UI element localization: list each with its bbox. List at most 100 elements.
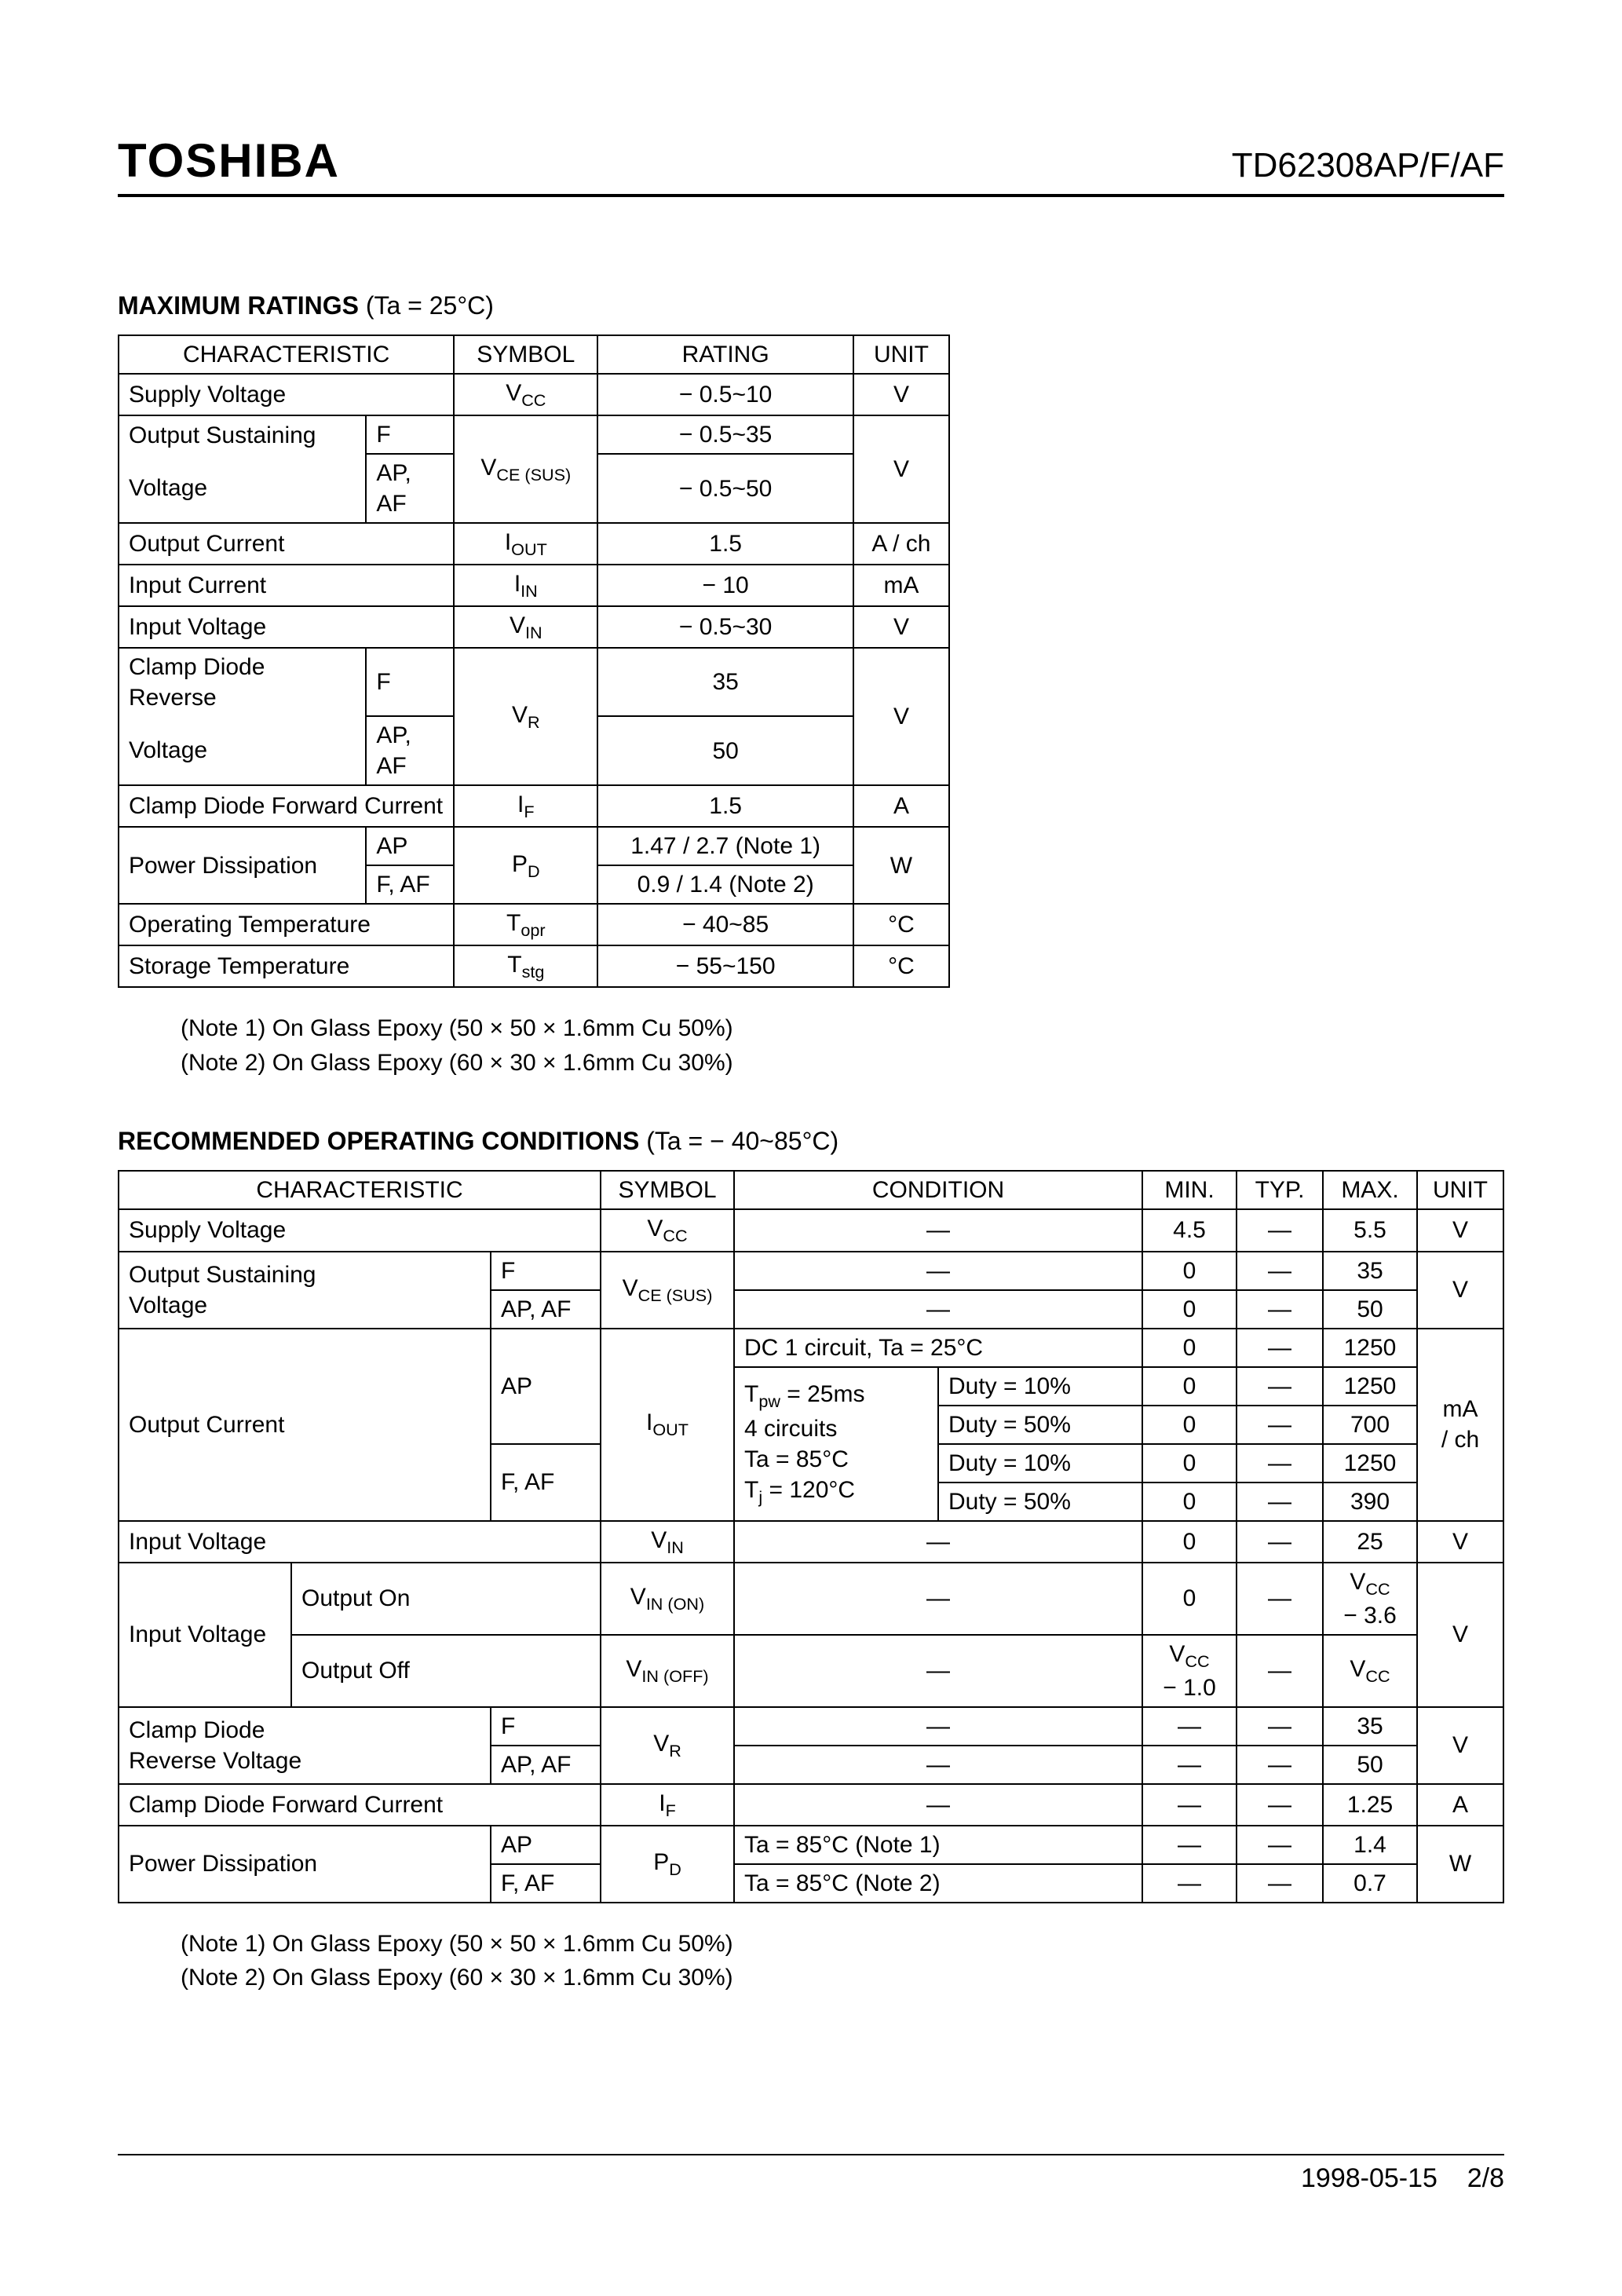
symbol: PD <box>454 827 597 904</box>
symbol: IF <box>454 785 597 827</box>
col-max: MAX. <box>1323 1171 1417 1209</box>
condition: Duty = 10% <box>938 1444 1142 1483</box>
max: VCC <box>1323 1635 1417 1707</box>
unit: V <box>853 415 949 523</box>
col-characteristic: CHARACTERISTIC <box>119 1171 601 1209</box>
unit: V <box>1417 1707 1503 1784</box>
row-label: Voltage <box>119 454 366 523</box>
min: 0 <box>1142 1444 1237 1483</box>
min: 0 <box>1142 1521 1237 1563</box>
variant: F <box>491 1252 601 1290</box>
max: 35 <box>1323 1707 1417 1746</box>
max: 700 <box>1323 1406 1417 1444</box>
notes-2: (Note 1) On Glass Epoxy (50 × 50 × 1.6mm… <box>181 1927 1504 1995</box>
condition: — <box>734 1252 1142 1290</box>
typ: — <box>1237 1784 1323 1826</box>
min: 0 <box>1142 1367 1237 1406</box>
condition: — <box>734 1746 1142 1784</box>
condition: — <box>734 1290 1142 1329</box>
variant: F, AF <box>491 1444 601 1521</box>
footer-date: 1998-05-15 <box>1301 2163 1438 2193</box>
symbol: IOUT <box>454 523 597 565</box>
symbol: PD <box>601 1826 734 1903</box>
row-label: Storage Temperature <box>119 945 454 987</box>
min: — <box>1142 1707 1237 1746</box>
symbol: VCC <box>601 1209 734 1251</box>
min: 0 <box>1142 1329 1237 1367</box>
rating: − 55~150 <box>597 945 853 987</box>
typ: — <box>1237 1209 1323 1251</box>
col-characteristic: CHARACTERISTIC <box>119 335 454 374</box>
variant: AP <box>491 1329 601 1444</box>
typ: — <box>1237 1521 1323 1563</box>
variant: Output Off <box>291 1635 601 1707</box>
min: 0 <box>1142 1406 1237 1444</box>
typ: — <box>1237 1826 1323 1864</box>
unit: V <box>1417 1563 1503 1707</box>
row-label: Output Sustaining <box>119 415 366 454</box>
variant: AP, AF <box>366 454 454 523</box>
rating: 1.47 / 2.7 (Note 1) <box>597 827 853 865</box>
condition: DC 1 circuit, Ta = 25°C <box>734 1329 1142 1367</box>
unit: A / ch <box>853 523 949 565</box>
row-label: Clamp Diode Forward Current <box>119 1784 601 1826</box>
unit: W <box>853 827 949 904</box>
min: — <box>1142 1746 1237 1784</box>
max: 0.7 <box>1323 1864 1417 1903</box>
symbol: Tstg <box>454 945 597 987</box>
rec-cond-table: CHARACTERISTIC SYMBOL CONDITION MIN. TYP… <box>118 1170 1504 1903</box>
variant: AP, AF <box>491 1290 601 1329</box>
symbol: IIN <box>454 565 597 606</box>
symbol: VCC <box>454 374 597 415</box>
unit: V <box>853 374 949 415</box>
variant: F <box>491 1707 601 1746</box>
max: 1.4 <box>1323 1826 1417 1864</box>
rating: 35 <box>597 648 853 716</box>
max: 35 <box>1323 1252 1417 1290</box>
typ: — <box>1237 1707 1323 1746</box>
col-unit: UNIT <box>853 335 949 374</box>
min: 0 <box>1142 1563 1237 1635</box>
condition: Duty = 50% <box>938 1483 1142 1521</box>
row-label: Supply Voltage <box>119 374 454 415</box>
variant: AP, AF <box>366 716 454 785</box>
rating: − 0.5~50 <box>597 454 853 523</box>
footer: 1998-05-15 2/8 <box>118 2154 1504 2194</box>
typ: — <box>1237 1290 1323 1329</box>
condition: — <box>734 1209 1142 1251</box>
typ: — <box>1237 1563 1323 1635</box>
condition: Duty = 50% <box>938 1406 1142 1444</box>
unit: mA/ ch <box>1417 1329 1503 1521</box>
typ: — <box>1237 1864 1323 1903</box>
rating: 1.5 <box>597 785 853 827</box>
variant: F, AF <box>491 1864 601 1903</box>
min: 4.5 <box>1142 1209 1237 1251</box>
symbol: VIN <box>454 606 597 648</box>
typ: — <box>1237 1252 1323 1290</box>
unit: A <box>853 785 949 827</box>
max: 390 <box>1323 1483 1417 1521</box>
row-label: Output Current <box>119 1329 491 1521</box>
max: 1250 <box>1323 1329 1417 1367</box>
max: 50 <box>1323 1290 1417 1329</box>
row-label: Input Voltage <box>119 1521 601 1563</box>
title-paren: (Ta = − 40~85°C) <box>646 1127 838 1155</box>
variant: AP <box>366 827 454 865</box>
condition: Ta = 85°C (Note 2) <box>734 1864 1142 1903</box>
row-label: Input Current <box>119 565 454 606</box>
row-label: Power Dissipation <box>119 1826 491 1903</box>
symbol: VIN (ON) <box>601 1563 734 1635</box>
unit: °C <box>853 904 949 945</box>
min: 0 <box>1142 1290 1237 1329</box>
title-text: RECOMMENDED OPERATING CONDITIONS <box>118 1127 639 1155</box>
row-label: Power Dissipation <box>119 827 366 904</box>
col-unit: UNIT <box>1417 1171 1503 1209</box>
col-symbol: SYMBOL <box>454 335 597 374</box>
min: — <box>1142 1864 1237 1903</box>
min: 0 <box>1142 1252 1237 1290</box>
note-text: (Note 2) On Glass Epoxy (60 × 30 × 1.6mm… <box>181 1046 1504 1080</box>
max: 1250 <box>1323 1367 1417 1406</box>
col-typ: TYP. <box>1237 1171 1323 1209</box>
condition: — <box>734 1784 1142 1826</box>
part-number: TD62308AP/F/AF <box>1232 146 1504 185</box>
